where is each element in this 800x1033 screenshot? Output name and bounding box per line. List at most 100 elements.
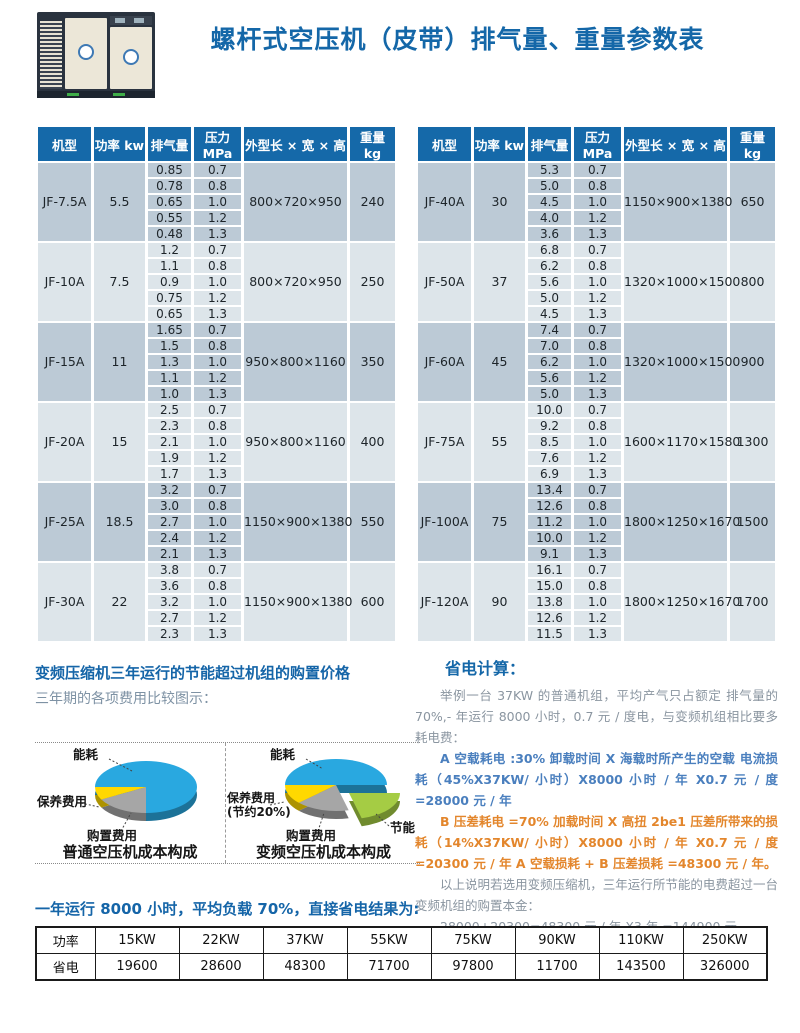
value-cell: 326000 (682, 953, 768, 981)
spec-row: 5.6 1.2 (417, 369, 777, 387)
pressure-cell: 0.7 (191, 401, 244, 419)
displacement-cell: 0.65 (145, 193, 194, 211)
pressure-cell: 0.8 (571, 417, 624, 435)
displacement-cell: 5.3 (525, 161, 574, 179)
weight-cell: 240 (347, 161, 398, 243)
value-cell: 22KW (178, 926, 264, 954)
displacement-cell: 1.7 (145, 465, 194, 483)
displacement-cell: 2.7 (145, 609, 194, 627)
pressure-cell: 1.2 (571, 289, 624, 307)
weight-cell: 550 (347, 481, 398, 563)
spec-row: 0.75 1.2 (37, 289, 397, 307)
spec-row: 2.7 1.2 (37, 609, 397, 627)
displacement-cell: 3.2 (145, 593, 194, 611)
calc-paragraph-b: B 压差耗电 =70% 加载时间 X 高扭 2be1 压差所带来的损耗（14%X… (415, 814, 778, 871)
model-cell: JF-50A (415, 241, 474, 323)
displacement-cell: 2.3 (145, 417, 194, 435)
leader-line (375, 813, 390, 827)
brand-badge-icon (123, 49, 139, 66)
pressure-cell: 1.2 (191, 209, 244, 227)
pressure-cell: 1.3 (191, 465, 244, 483)
value-cell: 97800 (430, 953, 516, 981)
spec-row: JF-30A 22 3.8 0.7 1150×900×1380 600 (35, 561, 398, 643)
value-cell: 37KW (262, 926, 348, 954)
spec-header-row: 机型 功率 kw 排气量 压力 MPa 外型长 × 宽 × 高 重量 kg (415, 125, 778, 163)
spec-row: 8.5 1.0 (417, 433, 777, 451)
weight-cell: 1300 (727, 401, 778, 483)
compressor-photo (35, 8, 157, 103)
leader-line (305, 758, 324, 770)
displacement-cell: 13.8 (525, 593, 574, 611)
displacement-cell: 9.1 (525, 545, 574, 563)
spec-row: 4.5 1.3 (417, 305, 777, 323)
displacement-cell: 7.0 (525, 337, 574, 355)
power-cell: 30 (471, 161, 528, 243)
cost-charts-box: 能耗 保养费用 购置费用 普通空压机成本构成 能耗 保养费用 (节约20%) 购… (35, 742, 420, 864)
model-cell: JF-20A (35, 401, 94, 483)
pie-label-energy: 能耗 (270, 747, 296, 762)
spec-row: 5.0 1.2 (417, 289, 777, 307)
displacement-cell: 0.55 (145, 209, 194, 227)
dimensions-cell: 950×800×1160 (241, 321, 350, 403)
displacement-cell: 3.2 (145, 481, 194, 499)
pressure-cell: 0.7 (571, 241, 624, 259)
power-cell: 90 (471, 561, 528, 643)
displacement-cell: 5.0 (525, 385, 574, 403)
spec-header-row: 机型 功率 kw 排气量 压力 MPa 外型长 × 宽 × 高 重量 kg (35, 125, 398, 163)
pressure-cell: 1.3 (571, 465, 624, 483)
pie-label-energy: 能耗 (73, 747, 99, 762)
pressure-cell: 0.7 (571, 561, 624, 579)
power-cell: 7.5 (91, 241, 148, 323)
pressure-cell: 1.3 (191, 225, 244, 243)
dimensions-cell: 950×800×1160 (241, 401, 350, 483)
spec-row: 11.5 1.3 (417, 625, 777, 643)
pressure-cell: 1.3 (571, 305, 624, 323)
spec-row: 5.0 0.8 (417, 177, 777, 195)
spec-table-right-body: JF-40A 30 5.3 0.7 1150×900×1380 650 5.0 0.8 4.5 1… (415, 161, 778, 643)
header-displacement: 排气量 (525, 125, 574, 163)
pie-label-maintenance: 保养费用 (227, 791, 276, 805)
spec-table-left-body: JF-7.5A 5.5 0.85 0.7 800×720×950 240 0.78 0.8 0.… (35, 161, 398, 643)
spec-row: 4.5 1.0 (417, 193, 777, 211)
pressure-cell: 0.8 (571, 337, 624, 355)
header-model: 机型 (415, 125, 474, 163)
model-cell: JF-30A (35, 561, 94, 643)
dimensions-cell: 800×720×950 (241, 241, 350, 323)
dimensions-cell: 800×720×950 (241, 161, 350, 243)
pressure-cell: 0.7 (191, 561, 244, 579)
pressure-cell: 1.0 (191, 273, 244, 291)
spec-row: JF-50A 37 6.8 0.7 1320×1000×1500 800 (415, 241, 778, 323)
dimensions-cell: 1150×900×1380 (621, 161, 732, 243)
pressure-cell: 1.0 (571, 273, 624, 291)
model-cell: JF-120A (415, 561, 474, 643)
displacement-cell: 0.65 (145, 305, 194, 323)
displacement-cell: 3.6 (525, 225, 574, 243)
displacement-cell: 0.85 (145, 161, 194, 179)
pressure-cell: 1.2 (571, 529, 624, 547)
pressure-cell: 1.3 (191, 305, 244, 323)
value-cell: 143500 (598, 953, 684, 981)
pressure-cell: 0.8 (191, 497, 244, 515)
header-pressure: 压力 MPa (191, 125, 244, 163)
pressure-cell: 1.3 (191, 625, 244, 643)
displacement-cell: 1.9 (145, 449, 194, 467)
pressure-cell: 0.7 (191, 161, 244, 179)
spec-row: 15.0 0.8 (417, 577, 777, 595)
header-displacement: 排气量 (145, 125, 194, 163)
compressor-control-strip (110, 16, 152, 25)
spec-row: 2.3 1.3 (37, 625, 397, 643)
spec-row: 3.6 0.8 (37, 577, 397, 595)
header-model: 机型 (35, 125, 94, 163)
model-cell: JF-7.5A (35, 161, 94, 243)
displacement-cell: 10.0 (525, 401, 574, 419)
displacement-cell: 6.8 (525, 241, 574, 259)
savings-row: 功率 15KW 22KW 37KW 55KW 75KW 90KW 110KW 250KW (35, 926, 768, 954)
calc-paragraph-summary: 以上说明若选用变频压缩机，三年运行所节能的电费超过一台变频机组的购置本金： (415, 877, 778, 913)
pressure-cell: 1.2 (571, 609, 624, 627)
charts-section-subtitle: 三年期的各项费用比较图示： (35, 691, 217, 707)
spec-row: JF-20A 15 2.5 0.7 950×800×1160 400 (35, 401, 398, 483)
pie-caption-ordinary: 普通空压机成本构成 (62, 843, 198, 861)
pie-caption-vfd: 变频空压机成本构成 (255, 843, 391, 861)
pie-chart-ordinary: 能耗 保养费用 购置费用 普通空压机成本构成 (35, 743, 225, 863)
